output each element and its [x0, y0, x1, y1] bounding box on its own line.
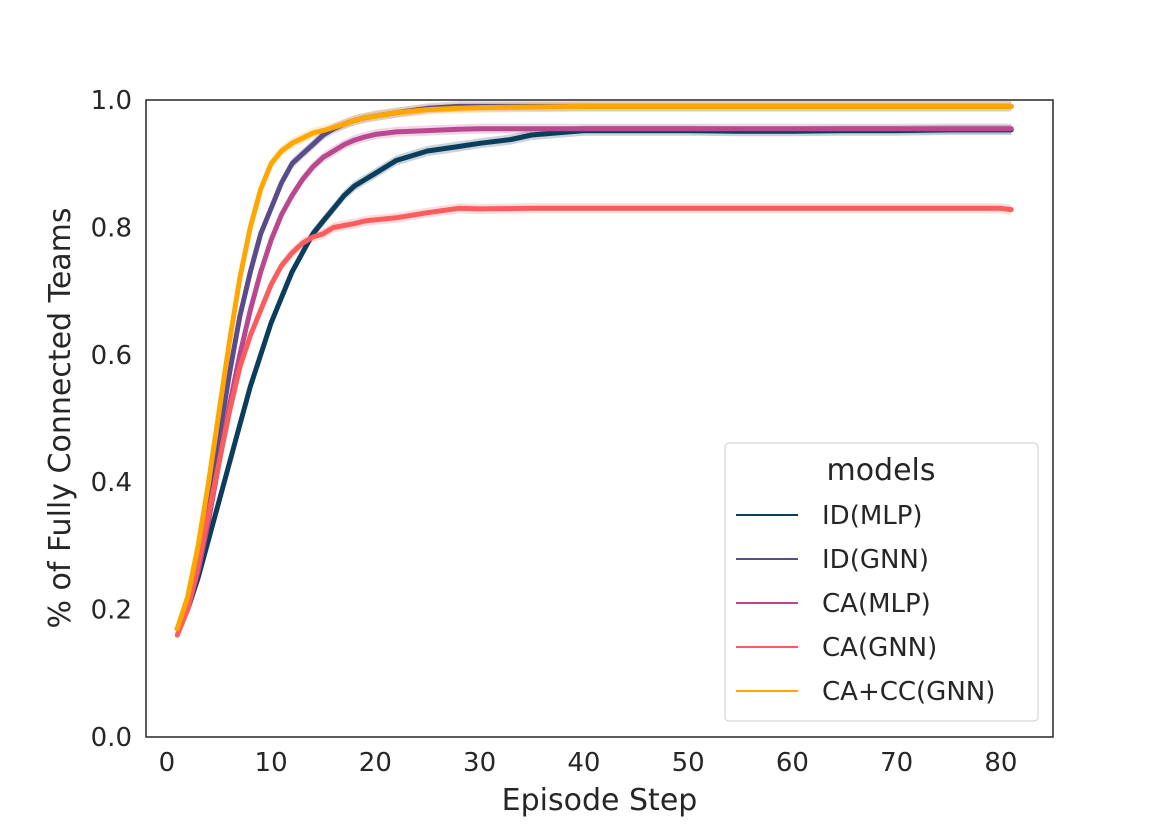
x-axis-label: Episode Step [502, 783, 698, 818]
legend-items: ID(MLP) ID(GNN) CA(MLP) CA(GNN) CA+CC(GNN) [736, 501, 995, 707]
plot-frame [145, 99, 1054, 738]
x-axis-ticks: 0 10 20 30 40 50 60 70 80 [159, 748, 1018, 778]
legend-box [724, 442, 1039, 722]
x-tick-label: 30 [463, 748, 496, 778]
y-tick-label: 0.2 [91, 596, 132, 626]
x-tick-label: 20 [359, 748, 392, 778]
y-tick-label: 0.0 [91, 723, 132, 753]
series-line [174, 103, 1014, 632]
y-tick-label: 0.4 [91, 468, 132, 498]
y-axis-ticks: 0.0 0.2 0.4 0.6 0.8 1.0 [91, 86, 132, 753]
y-axis-label: % of Fully Connected Teams [43, 207, 78, 628]
x-tick-label: 50 [672, 748, 705, 778]
y-tick-label: 0.6 [91, 341, 132, 371]
x-tick-label: 0 [159, 748, 176, 778]
series-line [174, 205, 1014, 638]
y-tick-label: 0.8 [91, 213, 132, 243]
legend-label: CA(MLP) [822, 589, 931, 619]
legend-label: CA(GNN) [822, 633, 937, 663]
x-tick-label: 70 [880, 748, 913, 778]
legend-label: ID(MLP) [822, 501, 923, 531]
legend-label: CA+CC(GNN) [822, 677, 995, 707]
series-lines [174, 103, 1014, 638]
legend-title: models [826, 453, 935, 488]
x-tick-label: 40 [567, 748, 600, 778]
x-tick-label: 80 [984, 748, 1017, 778]
legend: models ID(MLP) ID(GNN) CA(MLP) CA(GNN) CA+CC… [724, 442, 1039, 722]
legend-label: ID(GNN) [822, 545, 929, 575]
y-tick-label: 1.0 [91, 86, 132, 116]
x-tick-label: 10 [255, 748, 288, 778]
x-tick-label: 60 [776, 748, 809, 778]
